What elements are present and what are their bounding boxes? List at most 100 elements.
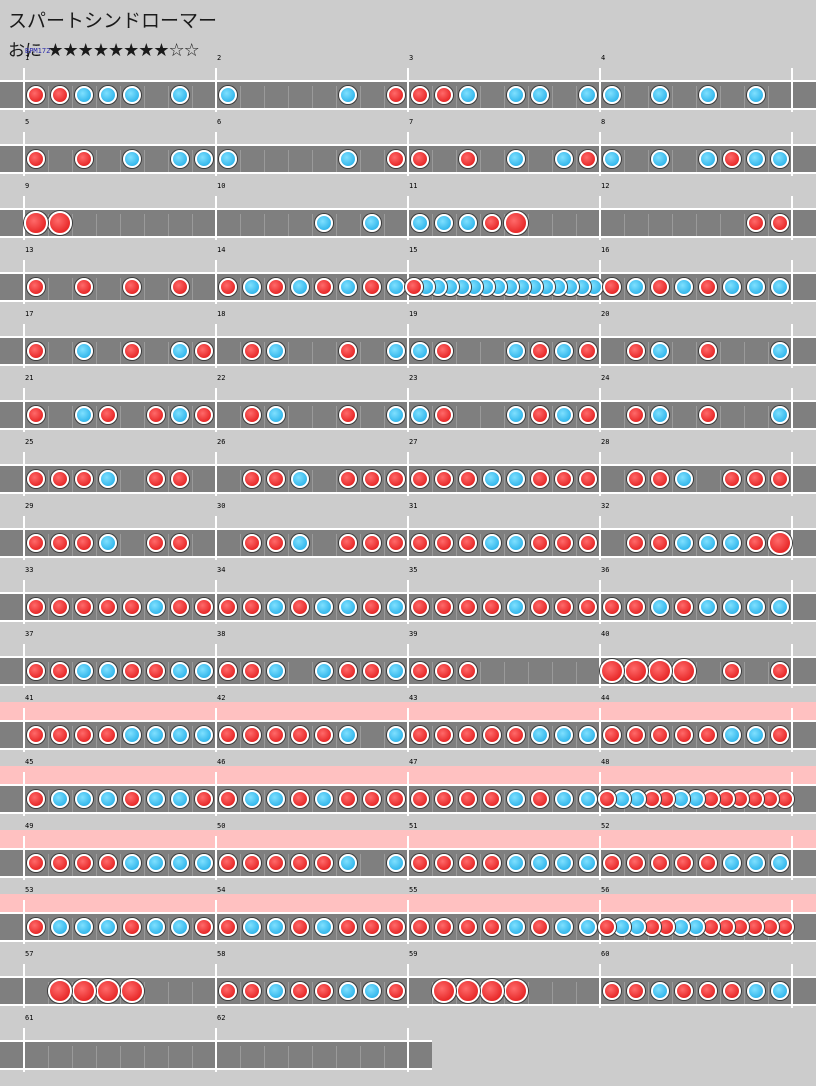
beat-line (288, 86, 289, 108)
beat-line (552, 662, 553, 684)
beat-line (480, 86, 481, 108)
ka-note (267, 406, 285, 424)
beat-line (48, 662, 49, 684)
beat-line (456, 726, 457, 748)
beat-line (504, 662, 505, 684)
beat-line (720, 278, 721, 300)
beat-line (168, 726, 169, 748)
beat-line (312, 86, 313, 108)
chart-row: 9 10 11 12 (0, 183, 816, 254)
beat-line (648, 534, 649, 556)
don-note (459, 854, 477, 872)
ka-note (507, 470, 525, 488)
beat-line (528, 662, 529, 684)
chart-row: 25 26 27 28 (0, 439, 816, 510)
don-note (459, 534, 477, 552)
beat-line (480, 534, 481, 556)
beat-line (240, 470, 241, 492)
ka-note (747, 854, 765, 872)
beat-line (264, 470, 265, 492)
measure-line (215, 68, 217, 112)
ka-note (171, 726, 189, 744)
ka-note (243, 790, 261, 808)
don-note (363, 534, 381, 552)
beat-line (312, 278, 313, 300)
beat-line (144, 86, 145, 108)
beat-line (120, 598, 121, 620)
ka-note (339, 726, 357, 744)
beat-line (504, 470, 505, 492)
don-note (531, 918, 549, 936)
beat-line (480, 790, 481, 812)
beat-line (288, 982, 289, 1004)
measure-line (599, 324, 601, 368)
beat-line (528, 534, 529, 556)
don-note (555, 598, 573, 616)
measure-number: 1 (25, 54, 30, 62)
don-note (603, 982, 621, 1000)
measure-line (407, 708, 409, 752)
measure-line (215, 516, 217, 560)
beat-line (456, 790, 457, 812)
don-note (435, 726, 453, 744)
don-note (339, 790, 357, 808)
ka-note (171, 662, 189, 680)
don-note (579, 406, 597, 424)
don-note (123, 662, 141, 680)
beat-line (240, 86, 241, 108)
ka-note (507, 534, 525, 552)
ka-note (651, 150, 669, 168)
don-note (75, 534, 93, 552)
measure-number: 14 (217, 246, 226, 254)
beat-line (720, 406, 721, 428)
measure-line (215, 388, 217, 432)
measure-line (23, 708, 25, 752)
beat-line (240, 150, 241, 172)
measure-line (23, 388, 25, 432)
ka-note (123, 726, 141, 744)
don-note (51, 86, 69, 104)
ka-note (555, 406, 573, 424)
beat-line (648, 854, 649, 876)
ka-note (339, 854, 357, 872)
beat-line (504, 150, 505, 172)
ka-note (123, 854, 141, 872)
don-note (459, 918, 477, 936)
beat-line (384, 662, 385, 684)
ka-note (555, 342, 573, 360)
ka-note (387, 598, 405, 616)
measure-line (791, 68, 793, 112)
beat-line (696, 470, 697, 492)
beat-line (168, 598, 169, 620)
don-note (459, 470, 477, 488)
beat-line (360, 342, 361, 364)
measure-line (407, 516, 409, 560)
ka-note (555, 790, 573, 808)
beat-line (480, 726, 481, 748)
ka-note (555, 726, 573, 744)
beat-line (624, 598, 625, 620)
song-title: スパートシンドローマー (8, 10, 218, 32)
beat-line (192, 726, 193, 748)
beat-line (480, 342, 481, 364)
measure-number: 38 (217, 630, 226, 638)
ka-note (435, 214, 453, 232)
difficulty-line: おに ★★★★★★★★☆☆ (8, 36, 200, 61)
ka-note (171, 342, 189, 360)
measure-line (791, 644, 793, 688)
don-big-note (648, 659, 672, 683)
ka-note (75, 342, 93, 360)
beat-line (72, 662, 73, 684)
beat-line (768, 406, 769, 428)
ka-note (243, 278, 261, 296)
measure-line (599, 388, 601, 432)
beat-line (144, 982, 145, 1004)
beat-line (744, 598, 745, 620)
don-note (219, 726, 237, 744)
don-note (99, 854, 117, 872)
beat-line (576, 662, 577, 684)
don-note (339, 406, 357, 424)
beat-line (288, 598, 289, 620)
measure-number: 53 (25, 886, 34, 894)
don-note (723, 150, 741, 168)
